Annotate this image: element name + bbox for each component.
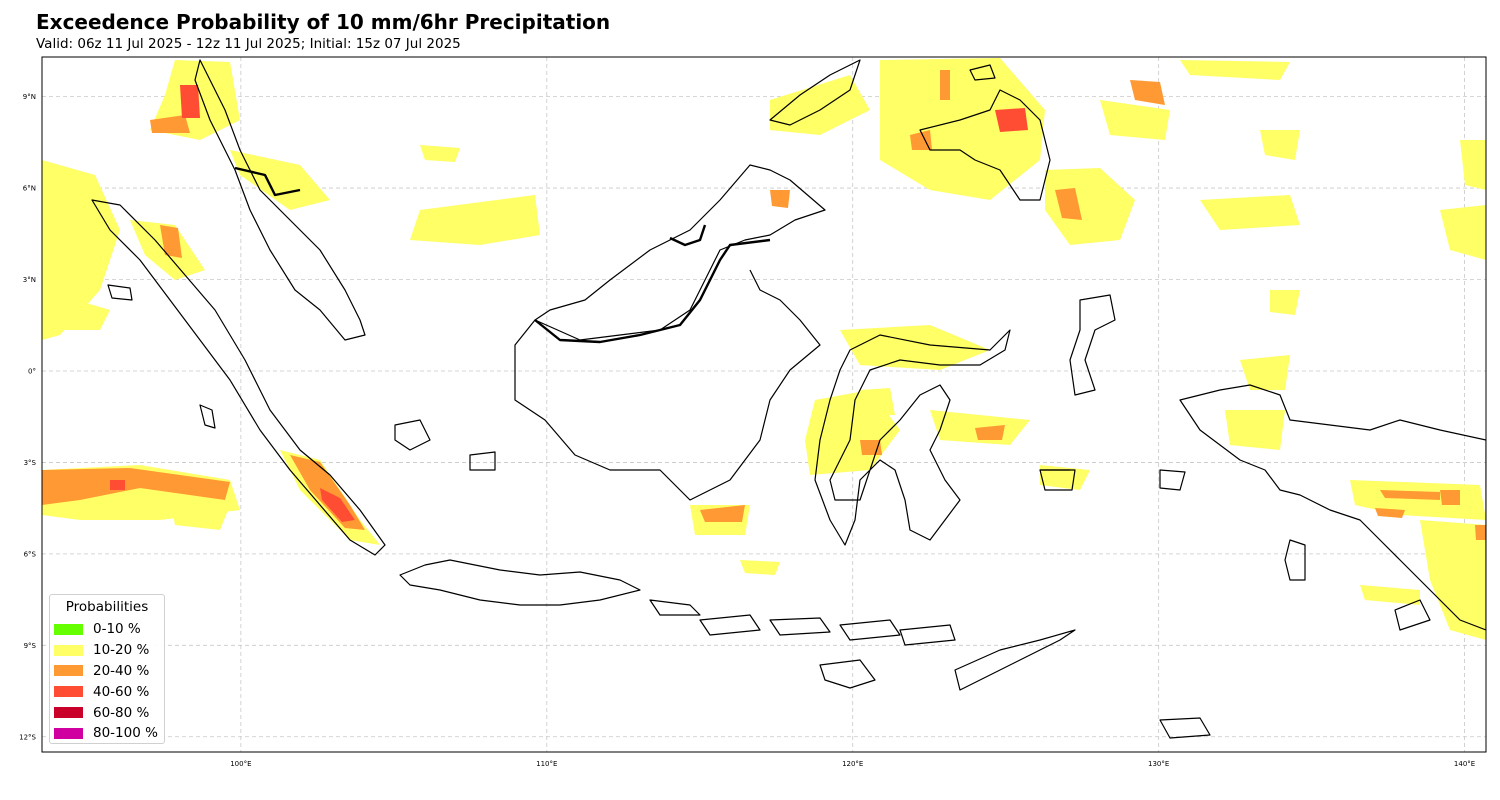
longitude-tick-label: 120°E [842,760,863,768]
legend-swatch [54,623,83,635]
latitude-tick-label: 3°N [23,276,36,284]
latitude-tick-label: 9°N [23,93,36,101]
legend-swatch [54,665,83,677]
longitude-tick-label: 110°E [536,760,557,768]
legend-title: Probabilities [65,599,149,615]
legend-swatch [54,686,83,698]
legend-item: 60-80 % [50,702,164,723]
legend-label: 60-80 % [93,704,150,721]
map-frame [41,56,1487,753]
axis-tick-labels: 100°E 110°E 120°E 130°E 140°E 9°N 6°N 3°N 0° 3°S 6… [19,93,1475,768]
latitude-tick-label: 6°N [23,185,36,193]
longitude-tick-label: 130°E [1148,760,1169,768]
latitude-tick-label: 12°S [19,733,36,741]
legend-label: 20-40 % [93,662,150,679]
latitude-tick-label: 0° [28,367,36,375]
probability-legend: Probabilities 0-10 % 10-20 % 20-40 % 40-… [49,594,165,744]
latitude-tick-label: 6°S [24,550,37,558]
legend-label: 40-60 % [93,683,150,700]
legend-item: 10-20 % [50,640,164,661]
legend-label: 80-100 % [93,725,158,742]
legend-label: 10-20 % [93,642,150,659]
probability-shading [42,58,1486,640]
legend-item: 0-10 % [50,619,164,640]
longitude-tick-label: 140°E [1454,760,1475,768]
legend-item: 80-100 % [50,723,164,744]
legend-label: 0-10 % [93,621,141,638]
legend-item: 20-40 % [50,661,164,682]
map-title: Exceedence Probability of 10 mm/6hr Prec… [36,10,611,34]
coastlines [91,59,1486,739]
legend-swatch [54,644,83,656]
longitude-tick-label: 100°E [230,760,251,768]
latitude-tick-label: 9°S [24,642,37,650]
legend-swatch [54,727,83,739]
legend-swatch [54,707,83,719]
legend-item: 40-60 % [50,681,164,702]
latitude-tick-label: 3°S [24,459,37,467]
map-subtitle: Valid: 06z 11 Jul 2025 - 12z 11 Jul 2025… [36,36,461,52]
